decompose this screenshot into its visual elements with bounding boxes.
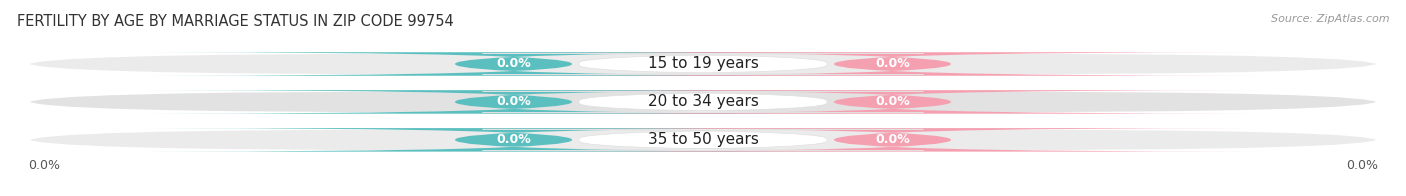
- Text: 0.0%: 0.0%: [496, 133, 531, 146]
- FancyBboxPatch shape: [145, 90, 882, 114]
- Text: FERTILITY BY AGE BY MARRIAGE STATUS IN ZIP CODE 99754: FERTILITY BY AGE BY MARRIAGE STATUS IN Z…: [17, 14, 454, 29]
- FancyBboxPatch shape: [482, 91, 924, 113]
- Text: 0.0%: 0.0%: [875, 95, 910, 108]
- FancyBboxPatch shape: [524, 52, 1261, 76]
- Text: Source: ZipAtlas.com: Source: ZipAtlas.com: [1271, 14, 1389, 24]
- Text: 15 to 19 years: 15 to 19 years: [648, 56, 758, 72]
- FancyBboxPatch shape: [28, 128, 1378, 152]
- FancyBboxPatch shape: [482, 129, 924, 151]
- Text: 35 to 50 years: 35 to 50 years: [648, 132, 758, 147]
- Text: 0.0%: 0.0%: [496, 95, 531, 108]
- Text: 0.0%: 0.0%: [496, 57, 531, 71]
- FancyBboxPatch shape: [28, 90, 1378, 114]
- FancyBboxPatch shape: [145, 128, 882, 152]
- Text: 0.0%: 0.0%: [875, 57, 910, 71]
- FancyBboxPatch shape: [524, 90, 1261, 114]
- Text: 20 to 34 years: 20 to 34 years: [648, 94, 758, 109]
- FancyBboxPatch shape: [482, 53, 924, 75]
- FancyBboxPatch shape: [145, 52, 882, 76]
- FancyBboxPatch shape: [28, 52, 1378, 76]
- Text: 0.0%: 0.0%: [28, 159, 60, 172]
- Text: 0.0%: 0.0%: [1346, 159, 1378, 172]
- FancyBboxPatch shape: [524, 128, 1261, 152]
- Text: 0.0%: 0.0%: [875, 133, 910, 146]
